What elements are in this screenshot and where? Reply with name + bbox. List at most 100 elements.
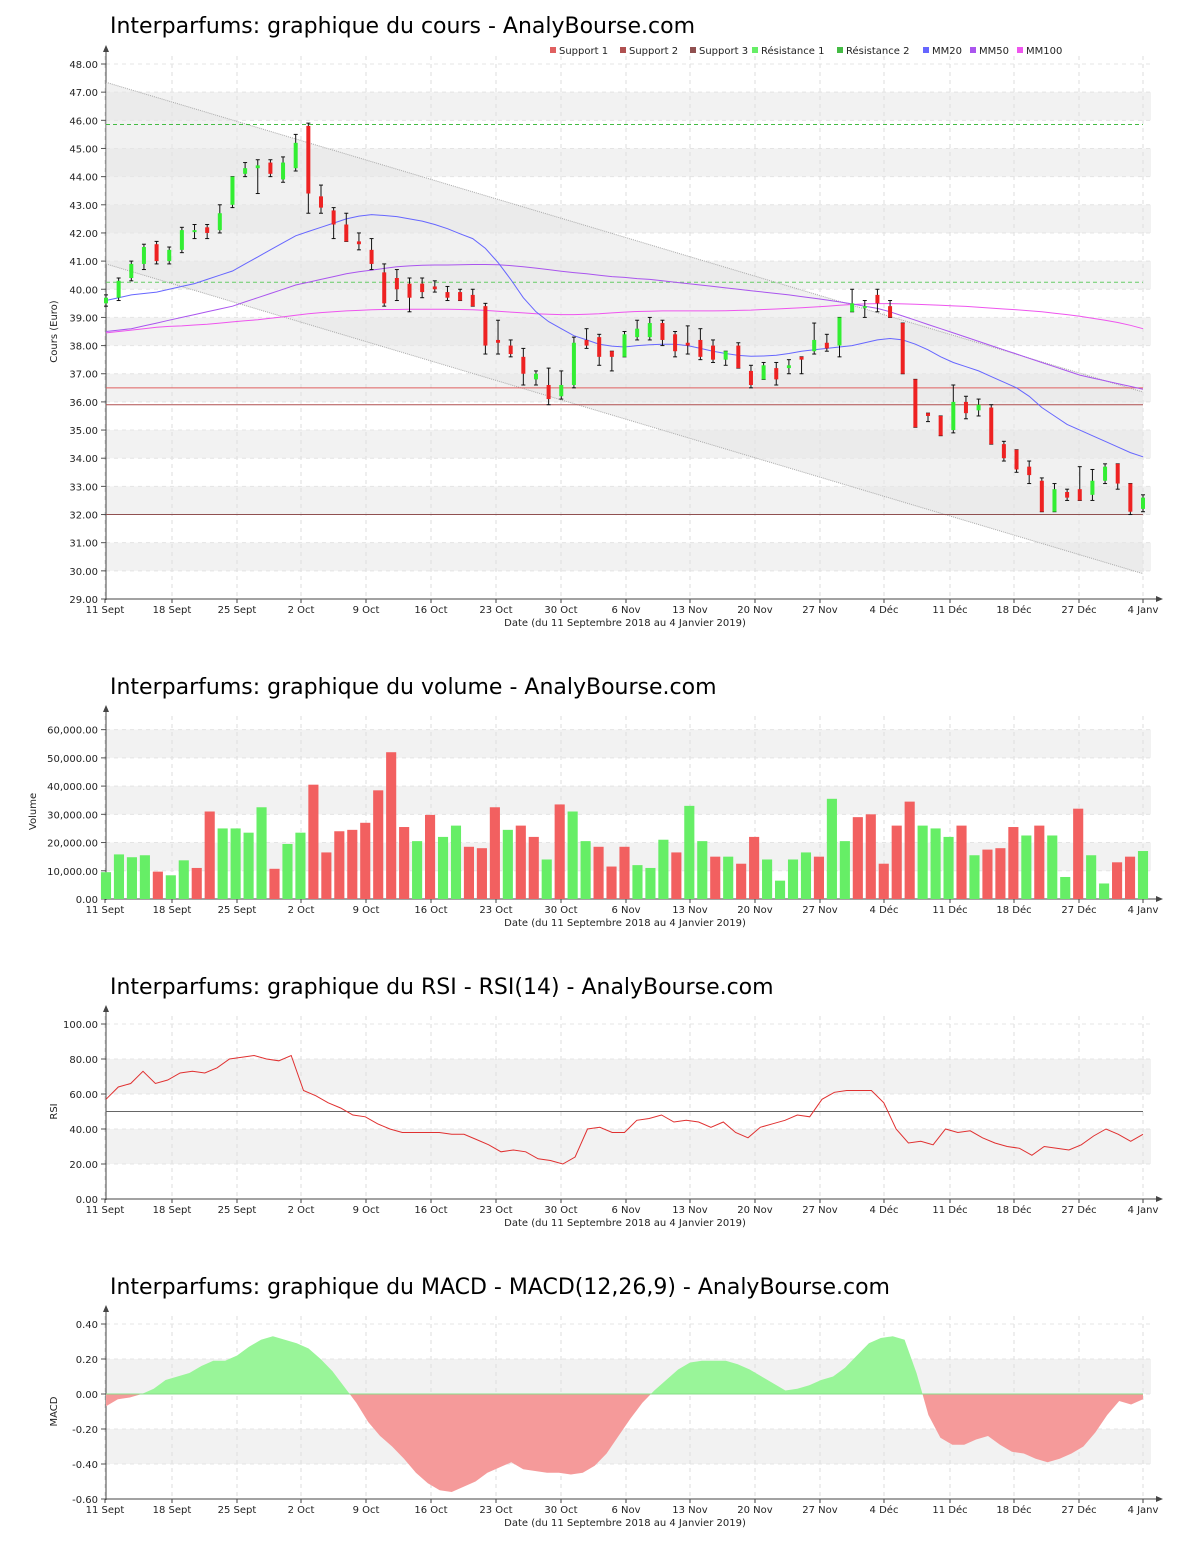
volume-bar <box>684 805 695 899</box>
legend-swatch <box>752 47 758 53</box>
price-x-arrow <box>1156 596 1163 602</box>
volume-bar <box>1047 835 1058 899</box>
price-xtick-label: 11 Sept <box>86 605 125 616</box>
volume-bar <box>528 836 539 899</box>
volume-ytick-label: 40,000.00 <box>47 782 98 793</box>
volume-xtick-label: 18 Sept <box>153 905 192 916</box>
macd-positive-area <box>141 1336 923 1394</box>
price-xtick-label: 18 Sept <box>153 605 192 616</box>
volume-bar <box>671 852 682 899</box>
volume-ytick-label: 60,000.00 <box>47 726 98 737</box>
volume-bar <box>839 841 850 899</box>
candle-body <box>748 370 753 385</box>
rsi-xtick-label: 9 Oct <box>353 1205 380 1216</box>
rsi-ytick-label: 40.00 <box>69 1125 98 1136</box>
rsi-line <box>105 1054 1144 1165</box>
volume-bar <box>606 866 617 899</box>
candle-body <box>179 230 184 250</box>
macd-ytick-label: -0.60 <box>72 1495 98 1506</box>
volume-xtick-label: 9 Oct <box>353 905 380 916</box>
rsi-xtick-label: 13 Nov <box>672 1205 708 1216</box>
candle-body <box>167 249 172 262</box>
candle-body <box>926 413 931 416</box>
price-xtick-label: 27 Nov <box>802 605 838 616</box>
price-ytick-label: 33.00 <box>69 482 98 493</box>
candle-body <box>1027 466 1032 476</box>
candle-body <box>407 283 412 298</box>
price-ytick-label: 37.00 <box>69 370 98 381</box>
volume-bar <box>865 814 876 899</box>
candle-body <box>850 303 855 312</box>
rsi-xtick-label: 11 Sept <box>86 1205 125 1216</box>
volume-y-arrow <box>103 705 109 712</box>
channel-lower-line <box>105 263 1144 575</box>
volume-bar <box>1034 825 1045 899</box>
volume-bar <box>1124 856 1136 899</box>
volume-bar <box>567 811 578 899</box>
rsi-band <box>106 1059 1151 1094</box>
rsi-xtick-label: 4 Janv <box>1128 1205 1159 1216</box>
volume-bar <box>697 841 708 899</box>
volume-bar <box>541 859 552 899</box>
volume-bar <box>1099 883 1110 899</box>
volume-bar <box>308 784 319 899</box>
volume-bar <box>282 843 293 899</box>
volume-bar <box>256 807 267 899</box>
volume-bar <box>943 836 954 899</box>
volume-bar <box>100 872 112 899</box>
macd-xtick-label: 6 Nov <box>611 1505 640 1516</box>
rsi-ytick-label: 0.00 <box>76 1195 98 1206</box>
candle-body <box>420 283 425 293</box>
volume-xtick-label: 30 Oct <box>544 905 577 916</box>
volume-bar <box>969 855 980 899</box>
legend-label: MM20 <box>932 46 962 57</box>
price-band <box>106 92 1151 121</box>
price-ytick-label: 39.00 <box>69 313 98 324</box>
candle-body <box>1141 497 1145 509</box>
legend-label: Support 2 <box>629 46 678 57</box>
volume-bar <box>269 868 280 899</box>
macd-xtick-label: 4 Janv <box>1128 1505 1159 1516</box>
candle-body <box>723 351 728 360</box>
volume-bar <box>1137 851 1149 899</box>
volume-bar <box>450 825 462 899</box>
candle-body <box>647 323 652 338</box>
rsi-xtick-label: 16 Oct <box>414 1205 447 1216</box>
candle-body <box>141 247 146 264</box>
rsi-xtick-label: 18 Déc <box>996 1204 1031 1216</box>
price-ytick-label: 41.00 <box>69 257 98 268</box>
volume-xlabel: Date (du 11 Septembre 2018 au 4 Janvier … <box>504 918 746 929</box>
volume-bar <box>399 827 410 899</box>
volume-bar <box>826 798 837 899</box>
volume-bar <box>995 848 1006 899</box>
candle-body <box>635 328 640 338</box>
volume-bar <box>502 829 513 899</box>
volume-bar <box>904 801 915 899</box>
price-xtick-label: 13 Nov <box>672 605 708 616</box>
candle-body <box>104 297 108 304</box>
price-ytick-label: 34.00 <box>69 454 98 465</box>
macd-xtick-label: 18 Sept <box>153 1505 192 1516</box>
volume-ytick-label: 0.00 <box>76 895 98 906</box>
macd-xtick-label: 2 Oct <box>288 1505 315 1516</box>
candle-body <box>281 162 286 180</box>
rsi-y-arrow <box>103 1005 109 1012</box>
volume-bar <box>515 825 526 899</box>
volume-xtick-label: 2 Oct <box>288 905 315 916</box>
candle-body <box>356 241 361 245</box>
rsi-x-arrow <box>1156 1196 1163 1202</box>
macd-xtick-label: 9 Oct <box>353 1505 380 1516</box>
candle-body <box>685 342 690 346</box>
volume-bar <box>930 828 941 899</box>
rsi-ytick-label: 80.00 <box>69 1055 98 1066</box>
volume-xtick-label: 6 Nov <box>611 905 640 916</box>
volume-bar <box>632 865 643 899</box>
candle-body <box>597 337 602 357</box>
volume-bar <box>1112 862 1123 899</box>
candle-body <box>1090 480 1095 495</box>
candle-body <box>824 342 829 349</box>
candle-body <box>546 385 551 400</box>
macd-xtick-label: 13 Nov <box>672 1505 708 1516</box>
macd-xlabel: Date (du 11 Septembre 2018 au 4 Janvier … <box>504 1518 746 1529</box>
candle-body <box>812 339 817 352</box>
